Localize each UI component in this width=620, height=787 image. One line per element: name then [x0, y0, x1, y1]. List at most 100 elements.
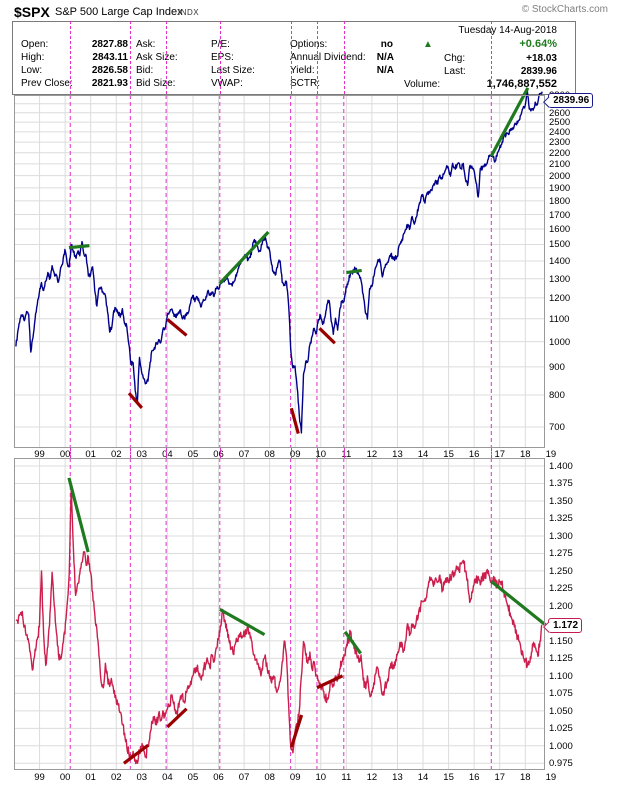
event-date-line-segment — [343, 21, 345, 94]
high-label: High: — [21, 52, 45, 63]
vwap-label: VWAP: — [211, 78, 243, 89]
x-tick-label: 12 — [366, 449, 378, 460]
ratio-last-badge: 1.172 — [548, 618, 583, 633]
prev-close-value: 2821.93 — [91, 78, 128, 89]
red-trendline-annotation — [166, 707, 188, 729]
y-tick-label: 2400 — [549, 126, 571, 138]
y-tick-label: 1.025 — [549, 723, 573, 735]
y-tick-label: 1500 — [549, 239, 571, 251]
bid-size-label: Bid Size: — [136, 78, 176, 89]
x-tick-label: 15 — [443, 772, 454, 783]
x-tick-label: 05 — [187, 449, 199, 460]
x-tick-label: 11 — [341, 772, 352, 783]
chg-label: Chg: — [444, 53, 466, 64]
x-tick-label: 17 — [494, 772, 506, 783]
x-tick-label: 06 — [213, 449, 224, 460]
y-tick-label: 1.275 — [549, 548, 573, 560]
event-date-line-segment — [316, 21, 318, 94]
x-tick-label: 07 — [238, 772, 250, 783]
green-trendline-annotation — [67, 477, 90, 553]
y-tick-label: 0.975 — [549, 758, 573, 770]
last-value: 2839.96 — [520, 66, 557, 77]
event-date-line-segment — [130, 21, 132, 94]
yield-label: Yield: — [290, 65, 315, 76]
y-tick-label: 1.325 — [549, 513, 573, 525]
y-tick-label: 2300 — [549, 137, 571, 149]
event-date-line-segment — [70, 448, 72, 458]
yield-value: N/A — [376, 65, 394, 76]
y-tick-label: 2200 — [549, 147, 571, 159]
x-tick-label: 13 — [392, 772, 403, 783]
annual-dividend-value: N/A — [376, 52, 394, 63]
red-trendline-annotation — [166, 318, 188, 337]
y-tick-label: 1000 — [549, 336, 571, 348]
volume-label: Volume: — [404, 79, 441, 90]
x-tick-label: 00 — [59, 449, 71, 460]
x-tick-label: 10 — [315, 449, 327, 460]
event-date-line-segment — [290, 448, 292, 458]
y-tick-label: 1.300 — [549, 530, 573, 542]
event-date-line-segment — [219, 448, 221, 458]
y-tick-label: 1.050 — [549, 705, 573, 717]
eps-label: EPS: — [211, 52, 234, 63]
y-tick-label: 2100 — [549, 158, 571, 170]
percent-change-value: +0.64% — [519, 38, 557, 50]
y-tick-label: 1800 — [549, 195, 571, 207]
green-trendline-annotation — [219, 608, 266, 636]
x-tick-label: 17 — [494, 449, 506, 460]
y-tick-label: 1.075 — [549, 688, 573, 700]
chart-border — [14, 458, 545, 770]
x-tick-label: 19 — [545, 449, 557, 460]
x-tick-label: 16 — [468, 449, 480, 460]
x-tick-label: 10 — [315, 772, 327, 783]
green-trendline-annotation — [490, 580, 551, 630]
x-tick-label: 19 — [545, 772, 557, 783]
y-tick-label: 2000 — [549, 170, 571, 182]
event-date-line-segment — [219, 21, 221, 94]
ratio-chart — [14, 458, 551, 770]
y-tick-label: 1.225 — [549, 583, 573, 595]
y-tick-label: 1600 — [549, 224, 571, 236]
quote-panel: Tuesday 14-Aug-2018 Open: 2827.88 High: … — [12, 21, 576, 95]
y-tick-label: 1300 — [549, 273, 571, 285]
red-trendline-annotation — [122, 743, 150, 765]
x-tick-label: 99 — [34, 772, 45, 783]
event-date-line-segment — [491, 448, 493, 458]
x-tick-label: 05 — [187, 772, 199, 783]
y-tick-label: 1.400 — [549, 461, 573, 472]
green-trendline-annotation — [489, 87, 530, 157]
green-trendline-annotation — [218, 230, 270, 285]
y-tick-label: 1.125 — [549, 653, 573, 665]
x-tick-label: 03 — [136, 772, 148, 783]
last-label: Last: — [444, 66, 466, 77]
x-tick-label: 09 — [289, 449, 301, 460]
y-tick-label: 1.200 — [549, 600, 573, 612]
x-tick-label: 01 — [85, 449, 96, 460]
x-tick-label: 03 — [136, 449, 148, 460]
open-value: 2827.88 — [91, 39, 128, 50]
red-trendline-annotation — [289, 407, 300, 435]
index-name: S&P 500 Large Cap Index — [55, 6, 183, 18]
sctr-label: SCTR: — [290, 78, 320, 89]
y-tick-label: 700 — [549, 422, 565, 433]
low-label: Low: — [21, 65, 43, 76]
y-tick-label: 1.100 — [549, 670, 573, 682]
red-trendline-annotation — [316, 674, 344, 690]
last-size-label: Last Size: — [211, 65, 255, 76]
event-date-line-segment — [166, 448, 168, 458]
open-label: Open: — [21, 39, 49, 50]
annual-dividend-label: Annual Dividend: — [290, 52, 366, 63]
prev-close-label: Prev Close: — [21, 78, 73, 89]
y-tick-label: 2500 — [549, 117, 571, 129]
chart-border — [14, 95, 545, 448]
x-tick-label: 07 — [238, 449, 250, 460]
red-trendline-annotation — [127, 392, 144, 409]
green-trendline-annotation — [346, 268, 362, 275]
green-trendline-annotation — [343, 630, 362, 655]
y-tick-label: 1.350 — [549, 495, 573, 507]
price-last-badge: 2839.96 — [548, 93, 594, 108]
low-value: 2826.58 — [91, 65, 128, 76]
x-tick-label: 12 — [366, 772, 378, 783]
y-tick-label: 2600 — [549, 107, 571, 119]
